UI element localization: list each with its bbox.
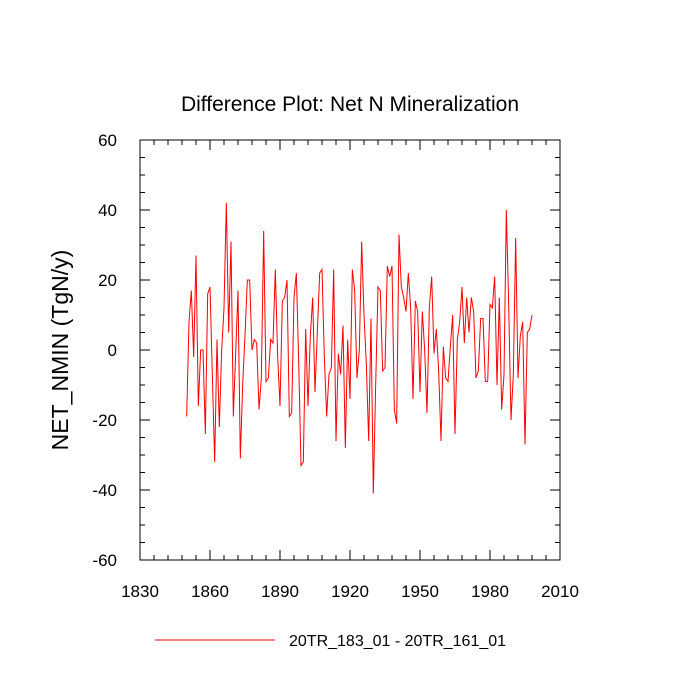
y-tick-label: 20 [98, 271, 117, 290]
x-tick-label: 2010 [541, 582, 579, 601]
y-tick-label: -40 [92, 481, 117, 500]
y-tick-label: 60 [98, 131, 117, 150]
chart-title: Difference Plot: Net N Mineralization [181, 93, 519, 116]
x-tick-label: 1950 [401, 582, 439, 601]
y-tick-label: -20 [92, 411, 117, 430]
y-tick-label: 40 [98, 201, 117, 220]
y-tick-label: 0 [108, 341, 117, 360]
x-tick-label: 1860 [191, 582, 229, 601]
x-tick-label: 1920 [331, 582, 369, 601]
series-line [186, 202, 533, 494]
plot-area: 1830 1860 1890 1920 1950 1980 2010 -60 -40 -20 0 20… [92, 131, 578, 601]
legend-label: 20TR_183_01 - 20TR_161_01 [289, 633, 506, 650]
x-tick-label: 1890 [261, 582, 299, 601]
legend: 20TR_183_01 - 20TR_161_01 [155, 633, 506, 650]
y-axis-label: NET_NMIN (TgN/y) [47, 250, 73, 451]
y-tick-label: -60 [92, 551, 117, 570]
x-tick-label: 1980 [471, 582, 509, 601]
x-tick-label: 1830 [121, 582, 159, 601]
